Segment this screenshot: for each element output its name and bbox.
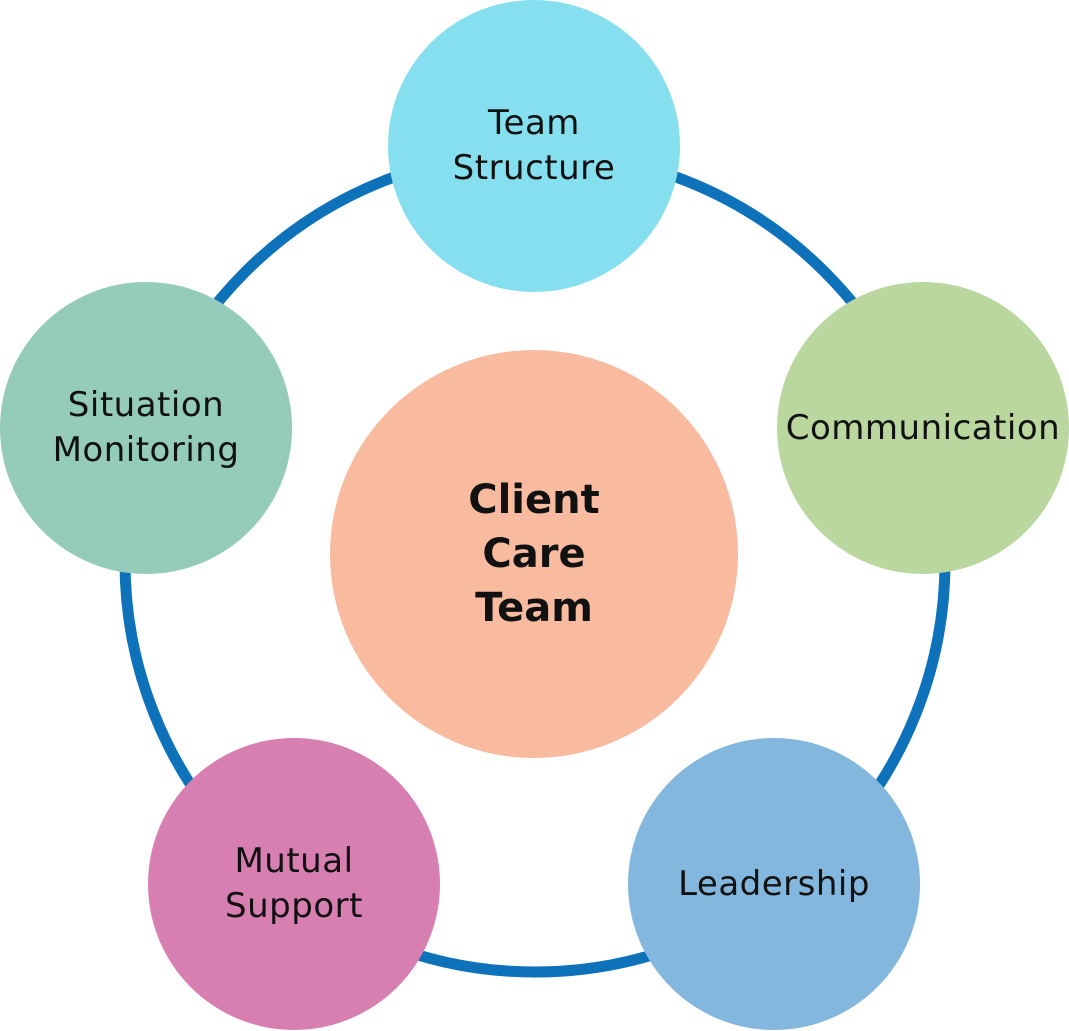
node-label: Situation Monitoring [52, 385, 240, 470]
center-label: Client Care Team [468, 477, 600, 631]
node-communication: Communication [777, 282, 1069, 574]
node-mutual-support: Mutual Support [148, 738, 440, 1030]
node-leadership: Leadership [628, 738, 920, 1030]
node-label: Leadership [678, 863, 870, 904]
node-label: Team Structure [452, 103, 616, 188]
center-node: Client Care Team [330, 350, 738, 758]
node-label: Communication [785, 407, 1061, 448]
node-team-structure: Team Structure [388, 0, 680, 292]
node-label: Mutual Support [225, 841, 363, 926]
node-situation-monitoring: Situation Monitoring [0, 282, 292, 574]
